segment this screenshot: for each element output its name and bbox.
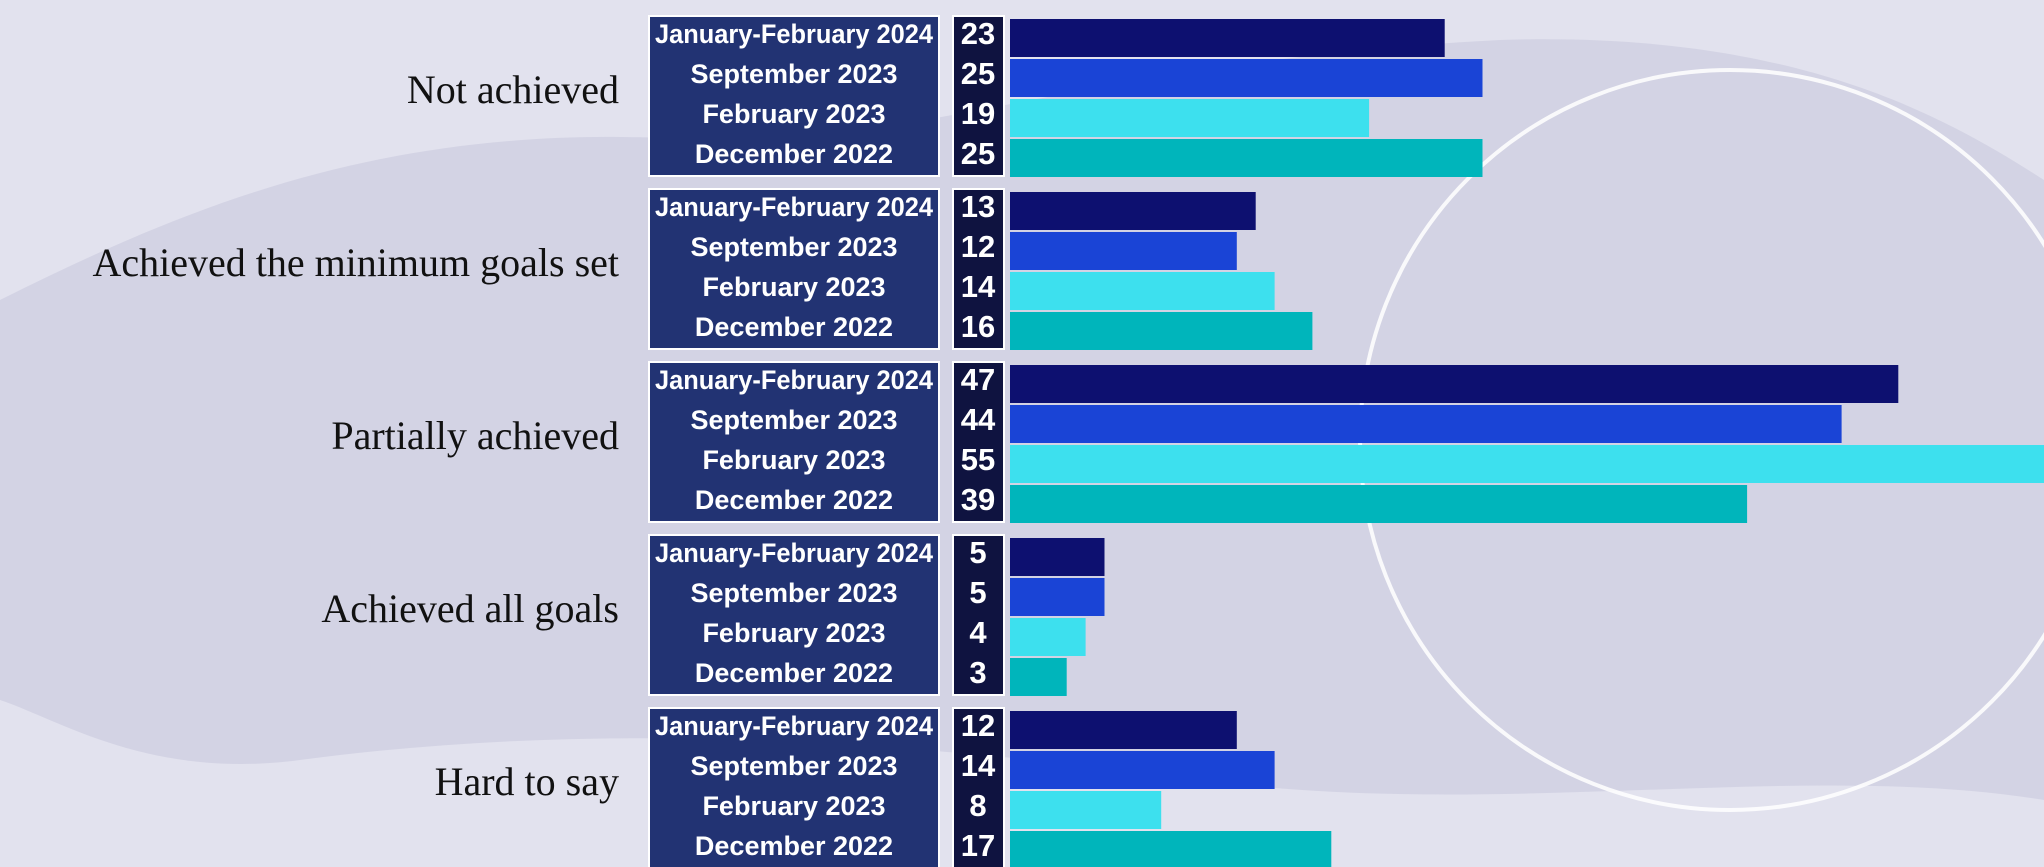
value-label: 8 [969,788,986,823]
value-label: 12 [961,708,995,743]
bar [1010,59,1483,97]
bar [1010,312,1313,350]
series-label: February 2023 [702,99,885,129]
series-label: December 2022 [695,139,893,169]
bar [1010,99,1370,137]
bar [1010,405,1842,443]
series-box [648,15,940,177]
series-label: September 2023 [690,59,897,89]
category-label: Hard to say [435,759,619,804]
series-label: September 2023 [690,405,897,435]
series-label: February 2023 [702,791,885,821]
value-label: 4 [969,615,987,650]
value-label: 47 [961,362,995,397]
series-box [648,188,940,350]
series-label: January-February 2024 [655,192,933,222]
value-label: 55 [961,442,995,477]
series-label: January-February 2024 [655,365,933,395]
series-label: January-February 2024 [655,19,933,49]
series-label: December 2022 [695,658,893,688]
series-label: January-February 2024 [655,538,933,568]
series-label: February 2023 [702,272,885,302]
value-label: 25 [961,136,995,171]
series-label: September 2023 [690,751,897,781]
value-label: 3 [969,655,986,690]
value-label: 5 [969,575,986,610]
series-label: December 2022 [695,312,893,342]
category-label: Achieved all goals [321,586,619,631]
value-box [952,188,1005,350]
series-label: September 2023 [690,232,897,262]
category-label: Not achieved [407,67,619,112]
value-box [952,707,1005,867]
bar [1010,538,1105,576]
value-label: 17 [961,828,995,863]
bar [1010,831,1332,867]
value-label: 5 [969,535,986,570]
bar [1010,232,1237,270]
series-label: January-February 2024 [655,711,933,741]
series-label: December 2022 [695,485,893,515]
series-label: February 2023 [702,618,885,648]
bar [1010,365,1899,403]
series-label: February 2023 [702,445,885,475]
series-box [648,534,940,696]
value-label: 19 [961,96,995,131]
value-label: 44 [961,402,996,437]
value-label: 16 [961,309,995,344]
value-box [952,15,1005,177]
bar [1010,658,1067,696]
value-box [952,534,1005,696]
series-box [648,361,940,523]
series-label: September 2023 [690,578,897,608]
value-label: 12 [961,229,995,264]
series-box [648,707,940,867]
bar [1010,192,1256,230]
bar [1010,19,1445,57]
series-label: December 2022 [695,831,893,861]
bar [1010,445,2044,483]
category-label: Achieved the minimum goals set [92,240,619,285]
value-box [952,361,1005,523]
category-label: Partially achieved [331,413,619,458]
value-label: 23 [961,16,995,51]
bar [1010,791,1162,829]
bar [1010,485,1748,523]
bar [1010,618,1086,656]
bar [1010,139,1483,177]
bar [1010,711,1237,749]
value-label: 14 [961,748,996,783]
value-label: 14 [961,269,996,304]
value-label: 39 [961,482,995,517]
bar [1010,272,1275,310]
bar [1010,578,1105,616]
bar [1010,751,1275,789]
value-label: 13 [961,189,995,224]
value-label: 25 [961,56,995,91]
